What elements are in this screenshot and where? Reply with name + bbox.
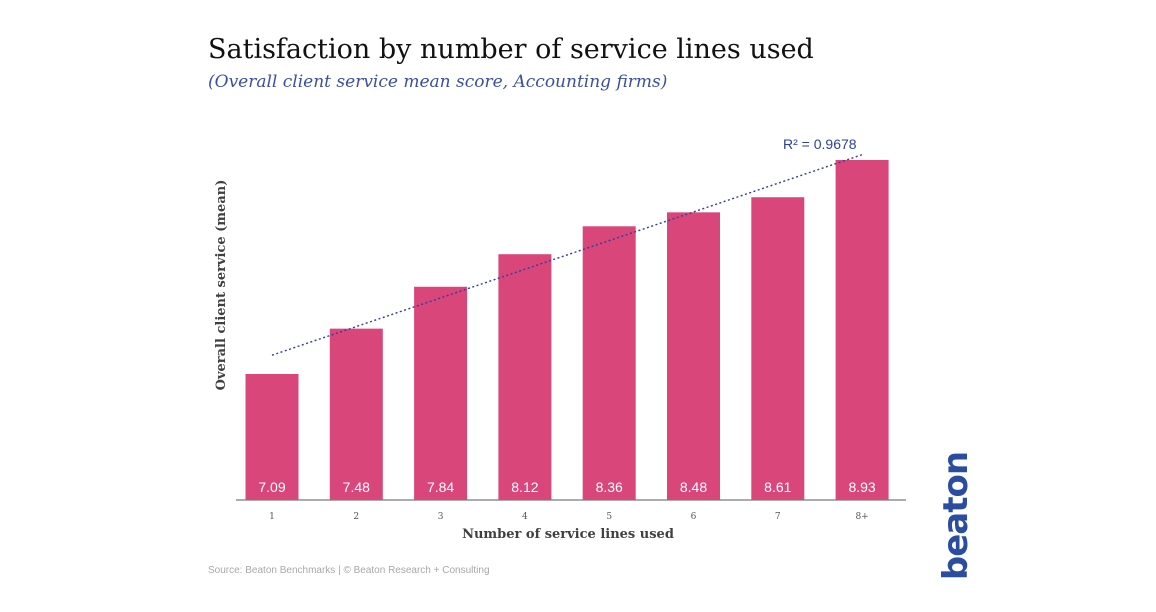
value-label-1: 7.09 <box>258 479 285 495</box>
bar-6 <box>667 212 720 500</box>
chart-subtitle: (Overall client service mean score, Acco… <box>208 72 668 92</box>
value-label-5: 8.36 <box>596 479 623 495</box>
beaton-logo: beaton <box>936 451 976 581</box>
x-tick-labels: 1 2 3 4 5 6 7 8+ <box>269 512 869 522</box>
source-note: Source: Beaton Benchmarks | © Beaton Res… <box>208 565 490 576</box>
value-label-6: 8.48 <box>680 479 707 495</box>
value-label-2: 7.48 <box>343 479 370 495</box>
y-axis-title: Overall client service (mean) <box>214 180 229 391</box>
x-tick-8+: 8+ <box>855 512 868 522</box>
value-label-4: 8.12 <box>511 479 538 495</box>
value-label-8+: 8.93 <box>848 479 875 495</box>
bar-2 <box>329 328 383 500</box>
x-tick-7: 7 <box>775 512 781 522</box>
bar-4 <box>498 254 552 500</box>
trendline <box>271 154 863 356</box>
x-tick-6: 6 <box>691 512 697 522</box>
x-tick-1: 1 <box>269 512 275 522</box>
r-squared-label: R² = 0.9678 <box>783 136 857 152</box>
x-axis-title: Number of service lines used <box>462 527 674 542</box>
x-tick-3: 3 <box>438 512 444 522</box>
value-label-3: 7.84 <box>427 479 454 495</box>
value-label-7: 8.61 <box>764 479 791 495</box>
bar-8+ <box>835 160 889 500</box>
bar-1 <box>245 374 299 500</box>
bar-5 <box>582 226 636 501</box>
bars-layer <box>245 160 889 501</box>
bar-7 <box>751 197 805 500</box>
chart-title: Satisfaction by number of service lines … <box>208 34 814 65</box>
x-tick-5: 5 <box>606 512 612 522</box>
x-tick-2: 2 <box>353 512 359 522</box>
x-tick-4: 4 <box>522 512 528 522</box>
bar-3 <box>414 286 468 500</box>
value-labels-layer: 7.09 7.48 7.84 8.12 8.36 8.48 8.61 8.93 <box>258 479 876 495</box>
